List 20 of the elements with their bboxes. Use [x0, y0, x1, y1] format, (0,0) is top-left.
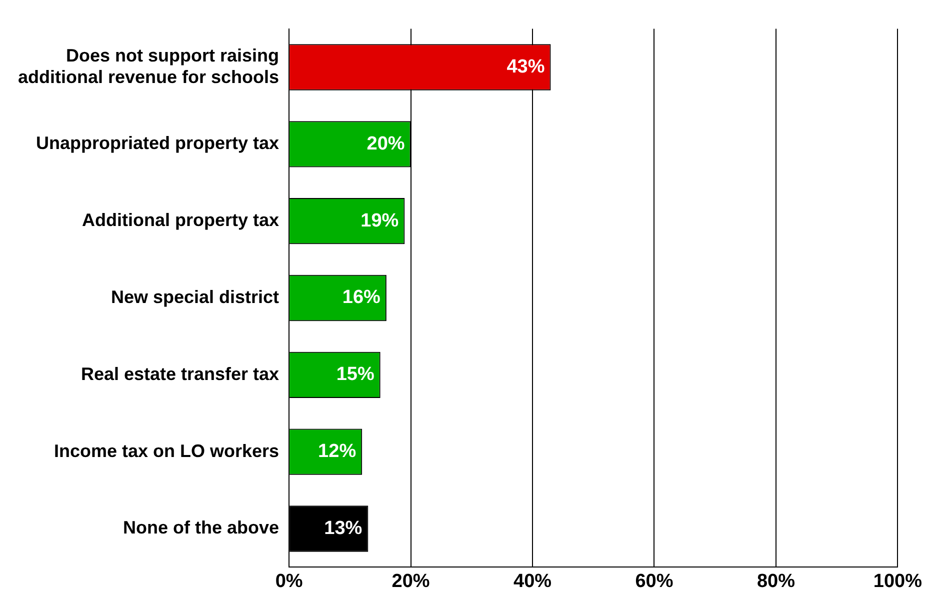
data-label: 15% [336, 364, 374, 386]
y-tick-label: Real estate transfer tax [80, 364, 280, 384]
data-label: 13% [324, 518, 362, 539]
y-tick-label: Income tax on LO workers [54, 440, 280, 461]
x-tick-label: 0% [275, 570, 303, 592]
data-label: 12% [318, 441, 356, 462]
y-tick-label: Additional property tax [82, 210, 280, 230]
x-tick-label: 60% [635, 570, 674, 592]
x-tick-label: 100% [873, 570, 922, 592]
x-tick-label: 40% [513, 570, 552, 592]
data-label: 16% [342, 287, 381, 308]
y-tick-label: None of the above [123, 518, 280, 538]
y-tick-label: Unappropriated property tax [36, 133, 280, 154]
data-label: 43% [506, 56, 545, 78]
y-tick-label: Does not support raising additional revenue for schools [18, 45, 280, 88]
y-tick-label: New special district [110, 286, 280, 307]
x-tick-label: 20% [392, 570, 430, 592]
data-label: 20% [366, 133, 405, 154]
x-tick-label: 80% [756, 570, 796, 592]
data-label: 19% [360, 210, 399, 232]
